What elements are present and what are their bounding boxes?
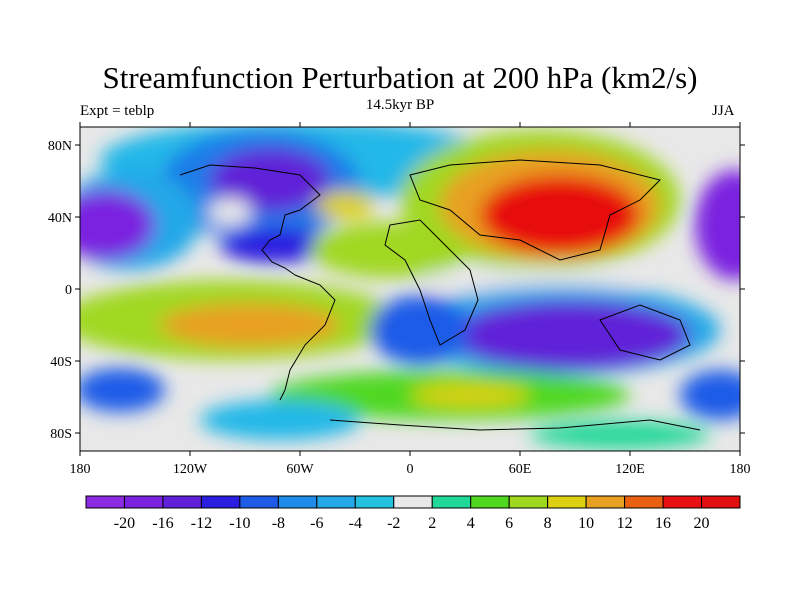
contour-region xyxy=(208,198,252,226)
colorbar-level-label: 6 xyxy=(505,515,513,532)
colorbar-swatch xyxy=(393,495,433,509)
south-america-coast xyxy=(279,274,336,401)
colorbar-level-label: -20 xyxy=(114,515,135,532)
lat-tick-label: 40S xyxy=(50,355,72,370)
lon-tick-label: 180 xyxy=(70,462,91,477)
colorbar-swatch xyxy=(470,495,510,509)
colorbar-swatch xyxy=(85,495,125,509)
coastlines xyxy=(179,159,701,431)
colorbar-level-label: 10 xyxy=(578,515,594,532)
contour-region xyxy=(220,227,330,263)
contour-region xyxy=(80,368,165,412)
colorbar-swatch xyxy=(239,495,279,509)
colorbar-level-label: 4 xyxy=(467,515,475,532)
contour-region xyxy=(200,400,360,440)
contour-region xyxy=(530,421,710,449)
streamfunction-field xyxy=(80,127,740,451)
colorbar-level-label: -2 xyxy=(387,515,400,532)
contour-region xyxy=(695,170,740,280)
colorbar-level-label: -12 xyxy=(191,515,212,532)
colorbar-level-label: -16 xyxy=(152,515,173,532)
colorbar-swatch xyxy=(200,495,241,509)
africa-coast xyxy=(384,219,479,346)
lat-tick-label: 40N xyxy=(48,211,72,226)
colorbar-swatch xyxy=(624,495,664,509)
contour-region xyxy=(410,383,530,407)
lon-tick-label: 180 xyxy=(730,462,751,477)
lat-tick-label: 0 xyxy=(65,283,72,298)
contour-region xyxy=(480,175,640,255)
colorbar-level-label: -10 xyxy=(229,515,250,532)
season-label: JJA xyxy=(712,103,735,119)
lon-tick-label: 0 xyxy=(407,462,414,477)
lon-tick-label: 60E xyxy=(509,462,532,477)
latitude-ticks: 80N 40N 0 40S 80S xyxy=(48,139,745,442)
contour-region xyxy=(315,191,375,219)
lon-tick-label: 60W xyxy=(286,462,314,477)
colorbar-level-label: -4 xyxy=(349,515,362,532)
contour-region xyxy=(80,190,155,260)
contour-region xyxy=(160,303,340,347)
colorbar-swatch xyxy=(354,495,395,509)
north-america-coast xyxy=(179,164,321,276)
antarctica-coast xyxy=(329,419,701,431)
colorbar-level-label: -8 xyxy=(272,515,285,532)
contour-region xyxy=(370,295,470,365)
colorbar-swatch xyxy=(162,495,202,509)
lat-tick-label: 80S xyxy=(50,427,72,442)
colorbar-swatch xyxy=(277,495,318,509)
experiment-label: Expt = teblp xyxy=(80,103,155,119)
colorbar-level-label: 2 xyxy=(428,515,436,532)
map-subtitle: 14.5kyr BP xyxy=(365,97,435,113)
colorbar-level-label: 20 xyxy=(694,515,710,532)
australia-coast xyxy=(599,304,691,361)
colorbar: -20 -16 -12 -10 -8 -6 -4 -2 2 4 6 8 10 12 16 20 xyxy=(85,495,741,532)
lon-tick-label: 120W xyxy=(173,462,208,477)
colorbar-swatch xyxy=(662,495,703,509)
lat-tick-label: 80N xyxy=(48,139,72,154)
eurasia-coast xyxy=(409,159,661,261)
colorbar-swatch xyxy=(701,495,741,509)
colorbar-swatch xyxy=(316,495,356,509)
colorbar-swatch xyxy=(508,495,549,509)
colorbar-swatch xyxy=(123,495,164,509)
colorbar-level-label: 16 xyxy=(655,515,671,532)
colorbar-swatch xyxy=(585,495,626,509)
colorbar-level-label: -6 xyxy=(310,515,323,532)
colorbar-level-label: 12 xyxy=(617,515,633,532)
lon-tick-label: 120E xyxy=(615,462,645,477)
longitude-ticks: 180 120W 60W 0 60E 120E 180 xyxy=(70,122,751,477)
contour-region xyxy=(210,148,330,212)
colorbar-swatch xyxy=(431,495,472,509)
contour-region xyxy=(680,370,740,420)
map-title: Streamfunction Perturbation at 200 hPa (… xyxy=(102,60,698,95)
colorbar-level-label: 8 xyxy=(544,515,552,532)
colorbar-swatch xyxy=(547,495,587,509)
